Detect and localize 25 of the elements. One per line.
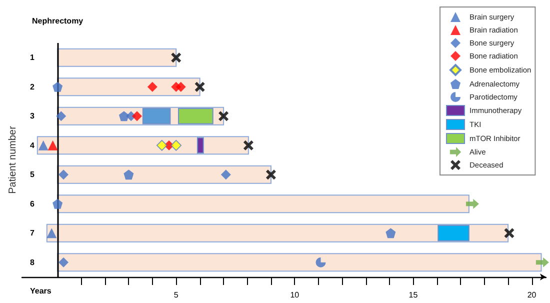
x-tick-label: 20: [527, 290, 537, 300]
y-tick-label: 3: [30, 112, 35, 121]
bar: [196, 137, 204, 154]
bar: [46, 224, 509, 242]
y-tick-label: 5: [30, 170, 35, 180]
x-tick-label: 10: [290, 290, 300, 300]
y-tick-label: 6: [30, 199, 35, 208]
x-tick-label: 5: [174, 290, 179, 300]
bar: [178, 108, 214, 124]
x-axis-title: Years: [30, 286, 52, 296]
y-tick-label: 7: [30, 228, 35, 238]
bar: [57, 253, 542, 272]
bar: [142, 108, 171, 124]
bar: [438, 225, 470, 242]
bar: [57, 194, 470, 214]
bar: [57, 78, 200, 96]
y-axis-title: Patient number: [8, 125, 18, 194]
y-tick-label: 8: [30, 258, 35, 267]
x-tick-label: 15: [408, 290, 418, 300]
bar: [57, 48, 177, 67]
ref-line-label: Nephrectomy: [32, 16, 84, 26]
y-tick-label: 2: [30, 82, 35, 92]
y-tick-label: 4: [30, 140, 35, 150]
bar: [57, 165, 272, 184]
y-tick-label: 1: [30, 53, 35, 62]
